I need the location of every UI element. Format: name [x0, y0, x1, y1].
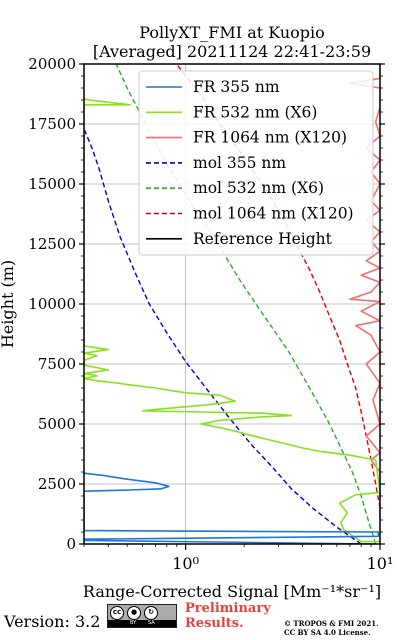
legend-box	[138, 70, 374, 256]
copyright-notice: © TROPOS & FMI 2021. CC BY SA 4.0 Licens…	[284, 619, 379, 637]
y-tick-label: 15000	[28, 175, 76, 193]
chart-subtitle: [Averaged] 20211124 22:41-23:59	[93, 42, 371, 61]
y-tick-label: 12500	[28, 235, 76, 253]
legend-label: FR 532 nm (X6)	[193, 103, 317, 121]
x-tick-label: 10¹	[367, 554, 394, 573]
preliminary-notice: Preliminary Results.	[185, 601, 271, 631]
cc-sa-label: SA	[148, 620, 155, 626]
y-tick-label: 20000	[28, 55, 76, 73]
legend: FR 355 nm FR 532 nm (X6) FR 1064 nm (X120)…	[138, 70, 374, 256]
legend-label: Reference Height	[193, 230, 333, 248]
by-person-icon: ●	[127, 606, 141, 620]
y-tick-label: 5000	[38, 415, 76, 433]
copyright-line1: © TROPOS & FMI 2021.	[284, 619, 379, 628]
copyright-line2: CC BY SA 4.0 License.	[284, 628, 371, 637]
y-tick-label: 17500	[28, 115, 76, 133]
ticks: 0 2500 5000 7500 10000 12500 15000 17500 20000 10…	[28, 55, 393, 573]
chart-title: PollyXT_FMI at Kuopio	[139, 23, 325, 42]
y-axis-label: Height (m)	[0, 260, 17, 348]
y-tick-label: 10000	[28, 295, 76, 313]
x-tick-label: 10⁰	[172, 554, 199, 573]
series-line-fr-355-nm	[84, 472, 380, 544]
y-tick-label: 7500	[38, 355, 76, 373]
version-label: Version: 3.2	[4, 612, 101, 631]
share-alike-icon: ↻	[144, 606, 158, 620]
legend-label: FR 1064 nm (X120)	[193, 129, 347, 147]
series-line-mol-355-nm	[84, 128, 362, 544]
series-line-fr-532-nm-x6	[84, 98, 380, 543]
cc-license-badge: cc ● ↻ BY SA	[107, 604, 177, 628]
legend-label: mol 355 nm	[193, 154, 286, 172]
y-tick-label: 2500	[38, 475, 76, 493]
legend-label: mol 1064 nm (X120)	[193, 205, 354, 223]
y-tick-label: 0	[66, 535, 76, 553]
cc-by-label: BY	[130, 620, 137, 626]
cc-icon: cc	[110, 606, 124, 620]
series-line-fr-1064-nm-x120	[349, 64, 380, 520]
x-axis-label: Range-Corrected Signal [Mm⁻¹*sr⁻¹]	[83, 582, 381, 601]
legend-label: mol 532 nm (X6)	[193, 179, 324, 197]
legend-label: FR 355 nm	[193, 78, 280, 96]
preliminary-line1: Preliminary	[185, 601, 271, 616]
preliminary-line2: Results.	[185, 616, 244, 631]
